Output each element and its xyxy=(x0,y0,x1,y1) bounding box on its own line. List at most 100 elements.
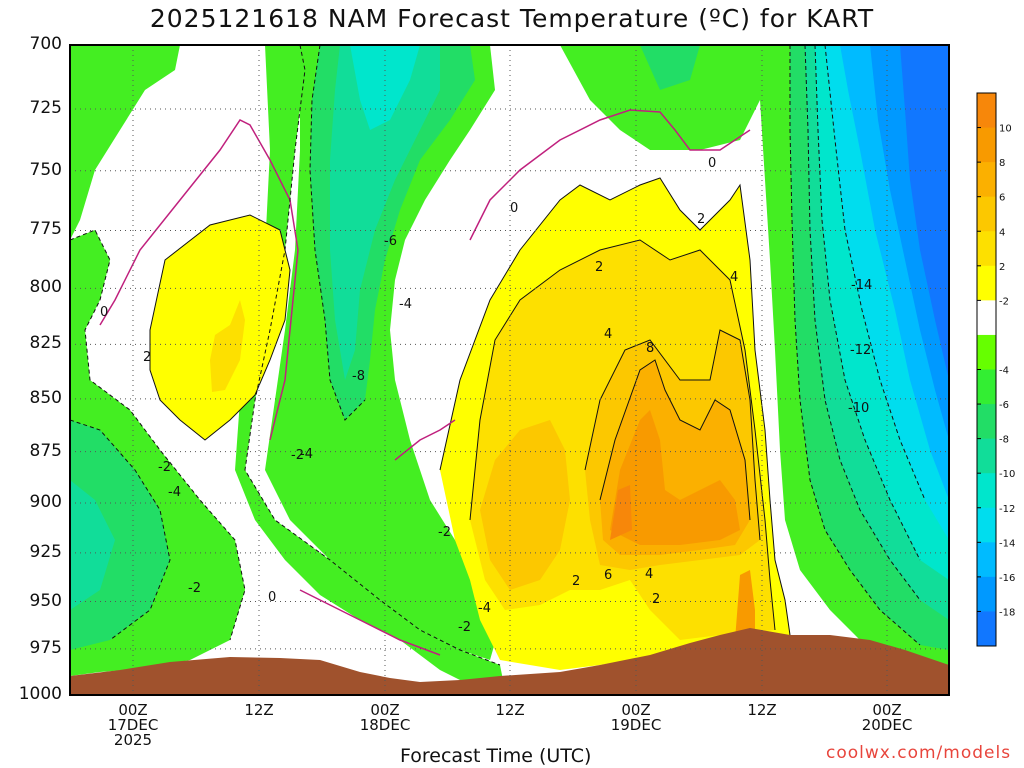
colorbar-tick-label: -6 xyxy=(999,400,1009,411)
contour-label: -2 xyxy=(438,525,451,540)
colorbar-tick-label: -2 xyxy=(999,296,1009,307)
colorbar-tick-label: -16 xyxy=(999,573,1015,584)
y-tick-label: 725 xyxy=(29,97,62,118)
y-tick-label: 750 xyxy=(29,159,62,180)
contour-label: 0 xyxy=(510,201,518,216)
x-tick-line: 18DEC xyxy=(359,716,411,734)
y-tick-label: 775 xyxy=(29,219,62,240)
colorbar-tick-label: -18 xyxy=(999,607,1015,618)
y-tick-label: 700 xyxy=(29,34,62,54)
x-tick-line: 19DEC xyxy=(610,716,662,734)
contour-label: 0 xyxy=(100,305,108,320)
colorbar: 10 8 6 4 2 -2 -4 -6 -8 -10 -12 -14 -16 -18 xyxy=(976,92,1015,647)
colorbar-band xyxy=(977,507,996,543)
temperature-field xyxy=(70,45,949,695)
x-tick-line: 12Z xyxy=(244,701,274,719)
colorbar-tick-label: -10 xyxy=(999,469,1015,480)
terrain-fill xyxy=(70,628,949,695)
contour-label: -2 xyxy=(458,620,471,635)
x-tick-line: 00Z xyxy=(872,701,902,719)
contour-label: -8 xyxy=(352,369,365,384)
x-tick-label: 00Z 20DEC xyxy=(847,703,927,748)
colorbar-tick-label: -8 xyxy=(999,435,1009,446)
x-tick-label: 00Z 17DEC 2025 xyxy=(93,703,173,748)
contour-label: -4 xyxy=(168,485,181,500)
colorbar-tick-label: 6 xyxy=(999,193,1005,204)
contour-labels: 00002222244468-2-2-2-2-2-4-4-4-4-6-8-10-… xyxy=(100,156,872,635)
contour-label: 0 xyxy=(708,156,716,171)
colorbar-band xyxy=(977,334,996,370)
y-tick-label: 800 xyxy=(29,277,62,298)
colorbar-tick-label: -14 xyxy=(999,538,1015,549)
colorbar-tick-label: -12 xyxy=(999,504,1015,515)
contour-label: -10 xyxy=(848,401,869,416)
x-tick-line xyxy=(722,733,802,748)
x-axis-title: Forecast Time (UTC) xyxy=(400,745,592,767)
plot-frame xyxy=(69,44,950,696)
contour-label: 2 xyxy=(143,350,151,365)
x-tick-label: 00Z 19DEC xyxy=(596,703,676,748)
colorbar-tick-label: 4 xyxy=(999,227,1005,238)
y-tick-label: 925 xyxy=(29,541,62,562)
grid xyxy=(132,45,888,695)
contour-label: 2 xyxy=(572,574,580,589)
y-tick-label: 825 xyxy=(29,333,62,354)
contour-label: 6 xyxy=(604,568,612,583)
colorbar-band xyxy=(977,576,996,612)
contour-label: 2 xyxy=(652,592,660,607)
x-tick-line: 00Z xyxy=(621,701,651,719)
x-tick-line xyxy=(596,733,676,748)
contour-label: 4 xyxy=(730,270,738,285)
contour-label: 2 xyxy=(697,212,705,227)
y-tick-label: 900 xyxy=(29,491,62,512)
source-credit: coolwx.com/models xyxy=(826,743,1012,763)
x-tick-line: 00Z xyxy=(118,701,148,719)
colorbar-band xyxy=(977,369,996,405)
colorbar-tick-label: 2 xyxy=(999,262,1005,273)
contour-label: 4 xyxy=(645,567,653,582)
x-tick-label: 12Z xyxy=(722,703,802,748)
contour-label: 0 xyxy=(268,590,276,605)
colorbar-tick-label: -4 xyxy=(999,366,1009,377)
x-tick-line: 2025 xyxy=(113,731,153,749)
contour-label: -6 xyxy=(384,234,397,249)
colorbar-band xyxy=(977,473,996,509)
x-tick-label: 12Z xyxy=(470,703,550,748)
contour-label: -4 xyxy=(300,447,313,462)
chart-title: 2025121618 NAM Forecast Temperature (ºC)… xyxy=(149,4,875,33)
y-tick-label: 950 xyxy=(29,590,62,611)
colorbar-band xyxy=(977,196,996,232)
y-tick-label: 850 xyxy=(29,387,62,408)
contour-label: -2 xyxy=(158,460,171,475)
x-tick-line: 17DEC xyxy=(107,716,159,734)
colorbar-band xyxy=(977,438,996,474)
contour-label: -4 xyxy=(478,601,491,616)
colorbar-band xyxy=(977,93,996,129)
x-tick-line: 12Z xyxy=(495,701,525,719)
contour-label: -4 xyxy=(399,297,412,312)
y-tick-label: 975 xyxy=(29,637,62,658)
contour-label: 4 xyxy=(604,327,612,342)
x-tick-label: 00Z 18DEC xyxy=(345,703,425,748)
contour-label: -2 xyxy=(188,581,201,596)
contour-label: -14 xyxy=(851,278,872,293)
y-tick-label: 1000 xyxy=(18,684,62,704)
colorbar-band xyxy=(977,127,996,163)
colorbar-tick-label: 8 xyxy=(999,158,1005,169)
x-tick-label: 12Z xyxy=(219,703,299,748)
colorbar-band xyxy=(977,611,996,647)
contour-label: -12 xyxy=(850,343,871,358)
colorbar-band xyxy=(977,162,996,198)
x-tick-line: 20DEC xyxy=(861,716,913,734)
colorbar-band xyxy=(977,300,996,336)
colorbar-band xyxy=(977,265,996,301)
x-tick-line: 00Z xyxy=(370,701,400,719)
contour-label: 8 xyxy=(646,341,654,356)
x-tick-line: 12Z xyxy=(747,701,777,719)
contour-label: 2 xyxy=(595,260,603,275)
colorbar-tick-label: 10 xyxy=(999,124,1012,135)
colorbar-band xyxy=(977,542,996,578)
y-tick-label: 875 xyxy=(29,440,62,461)
colorbar-band xyxy=(977,231,996,267)
